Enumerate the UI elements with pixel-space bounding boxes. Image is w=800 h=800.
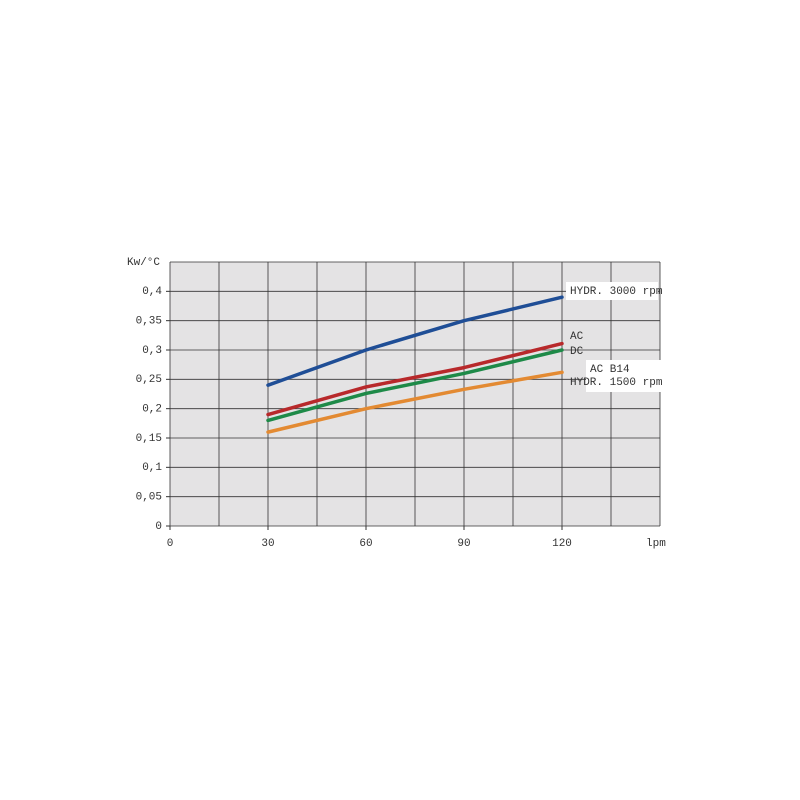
x-tick-label: 120	[552, 538, 572, 550]
line-series	[266, 295, 564, 387]
label-box	[586, 360, 678, 392]
x-axis-label: lpm	[646, 538, 666, 550]
y-tick-label: 0,35	[136, 316, 162, 328]
x-tick-label: 90	[457, 538, 470, 550]
y-tick-label: 0,3	[142, 345, 162, 357]
y-tick-label: 0,25	[136, 374, 162, 386]
y-tick-label: 0,4	[142, 286, 162, 298]
x-tick-label: 30	[261, 538, 274, 550]
y-tick-label: 0,05	[136, 492, 162, 504]
y-tick-label: 0,2	[142, 404, 162, 416]
y-tick-label: 0	[155, 521, 162, 533]
label-box	[566, 282, 658, 300]
line-series	[266, 348, 564, 423]
series-label: HYDR. 3000 rpm	[570, 286, 663, 298]
series-label: HYDR. 1500 rpm	[570, 377, 663, 389]
y-tick-label: 0,15	[136, 433, 162, 445]
series-label: AC B14	[590, 364, 630, 376]
x-tick-label: 60	[359, 538, 372, 550]
x-tick-label: 0	[167, 538, 174, 550]
y-axis-label: Kw/°C	[127, 257, 160, 269]
series-label: AC	[570, 331, 584, 343]
series-label: DC	[570, 346, 584, 358]
line-series	[266, 370, 564, 434]
y-tick-label: 0,1	[142, 462, 162, 474]
line-series	[266, 341, 564, 417]
